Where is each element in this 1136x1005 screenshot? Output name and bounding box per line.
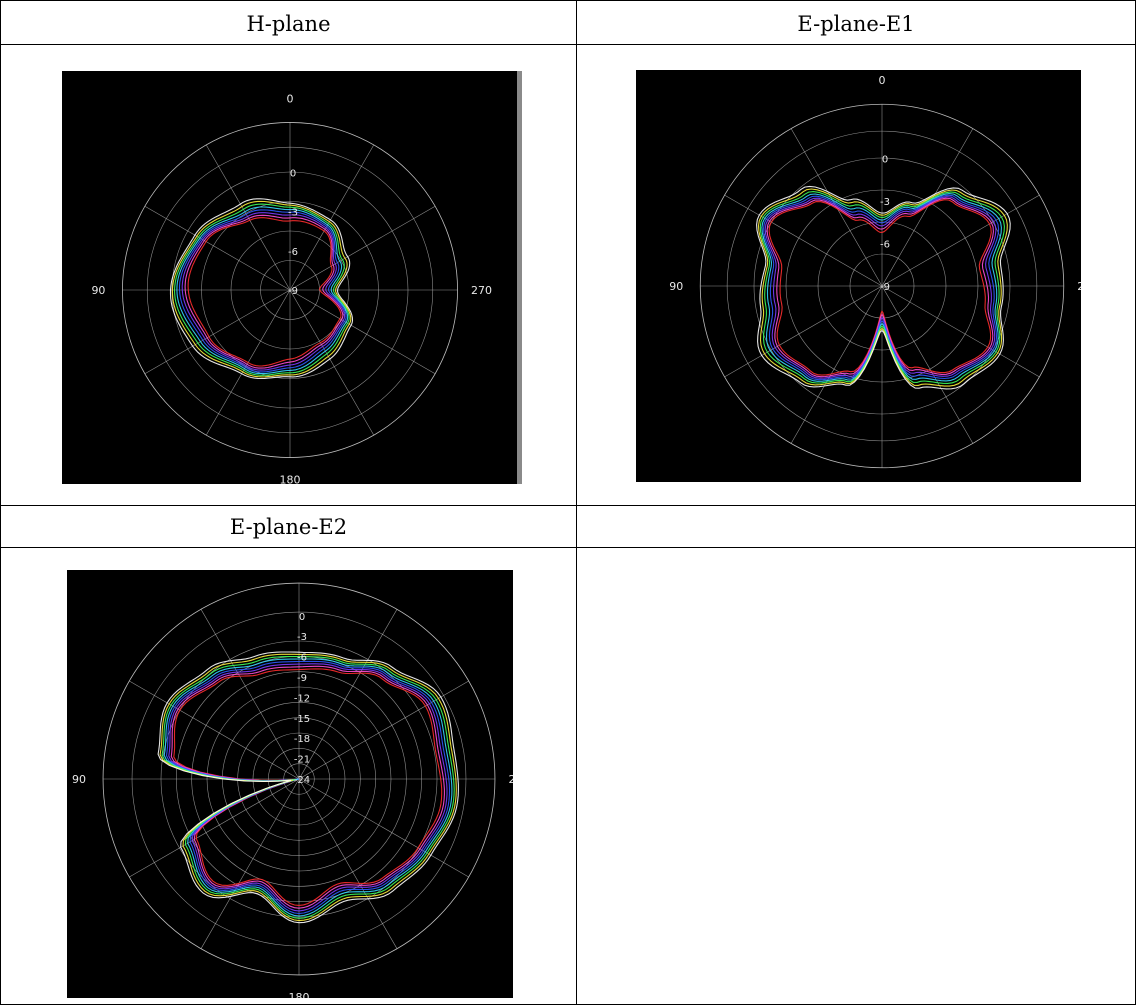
grid-spoke xyxy=(881,285,974,444)
header-e-plane-e2: E-plane-E2 xyxy=(229,514,348,539)
radial-tick-label: -18 xyxy=(294,734,310,745)
radial-tick-label: -6 xyxy=(297,653,307,664)
radial-tick-label: -12 xyxy=(294,693,310,704)
grid-spoke xyxy=(289,289,436,375)
radial-tick-label: 0 xyxy=(882,154,888,165)
series-trace xyxy=(756,185,1011,390)
grid-spoke xyxy=(289,144,375,291)
series-trace xyxy=(159,653,457,922)
series-trace xyxy=(173,668,443,906)
radial-labels: 0 -3 -6 -9 -12 -15 -18 -21 -24 xyxy=(294,612,310,786)
grid-spoke xyxy=(200,778,300,949)
grid-spoke xyxy=(724,194,883,287)
angle-tick-label: 270 xyxy=(508,773,513,786)
radial-tick-label: -21 xyxy=(294,755,310,766)
radial-tick-label: -3 xyxy=(288,208,298,219)
grid-spoke xyxy=(129,680,300,780)
radial-tick-label: 0 xyxy=(299,612,305,623)
grid-spoke xyxy=(790,285,883,444)
grid-ring-outer xyxy=(102,582,496,976)
h-plane-side-strip xyxy=(517,71,522,484)
grid-spoke xyxy=(298,778,398,949)
grid-spoke xyxy=(724,285,883,378)
series-trace xyxy=(184,214,344,369)
table-border-middle xyxy=(576,0,577,1005)
series-trace xyxy=(768,199,992,376)
series-trace xyxy=(759,191,1005,384)
polar-grid xyxy=(699,103,1065,469)
grid-spoke xyxy=(289,205,436,291)
radial-tick-label: -3 xyxy=(880,197,890,208)
series-trace xyxy=(761,193,1002,382)
radial-tick-label: -9 xyxy=(297,673,307,684)
series-trace xyxy=(766,197,994,378)
angle-tick-label: 90 xyxy=(669,280,683,293)
series-trace xyxy=(187,217,342,367)
radial-tick-label: -24 xyxy=(294,775,310,786)
grid-spoke xyxy=(298,609,398,780)
header-empty xyxy=(577,506,1135,547)
series-trace xyxy=(168,663,448,912)
series-trace xyxy=(764,196,997,379)
grid-spoke xyxy=(881,194,1040,287)
series-trace xyxy=(173,203,350,376)
angle-tick-label: 90 xyxy=(91,284,105,297)
radial-labels: 0 -3 -6 -9 xyxy=(288,168,298,297)
angle-tick-label: 180 xyxy=(280,474,301,484)
grid-spoke xyxy=(289,289,375,436)
series-trace xyxy=(763,194,1000,381)
radial-tick-label: -15 xyxy=(294,714,310,725)
series-trace xyxy=(161,656,455,919)
grid-spoke xyxy=(129,778,300,878)
series-trace xyxy=(178,209,347,373)
series-trace xyxy=(169,198,354,380)
table-row1-divider xyxy=(0,44,1136,45)
angle-tick-label: 270 xyxy=(1077,280,1081,293)
e-plane-e2-polar-svg: 0 -3 -6 -9 -12 -15 -18 -21 -240 90 180 270 xyxy=(72,582,513,998)
angle-labels: 0 90 180 270 xyxy=(91,92,492,484)
table-row3-divider xyxy=(0,547,1136,548)
radial-tick-label: -9 xyxy=(880,282,890,293)
angle-tick-label: 180 xyxy=(289,991,310,998)
angle-tick-label: 90 xyxy=(72,773,86,786)
series-trace xyxy=(170,665,445,909)
series-trace xyxy=(181,212,346,371)
radial-tick-label: -3 xyxy=(297,632,307,643)
radial-tick-label: -6 xyxy=(288,247,298,258)
header-h-plane: H-plane xyxy=(246,11,331,36)
grid-spoke xyxy=(144,289,291,375)
grid-spoke xyxy=(144,205,291,291)
h-plane-polar-svg: 0 -3 -6 -9 0 90 180 270 xyxy=(91,92,492,484)
grid-spoke xyxy=(881,128,974,287)
series-trace xyxy=(163,658,453,917)
series-trace xyxy=(176,206,349,375)
series-trace xyxy=(165,660,451,915)
grid-spoke xyxy=(205,144,291,291)
grid-spoke xyxy=(298,778,469,878)
angle-tick-label: 270 xyxy=(471,284,492,297)
radial-labels: 0 -3 -6 -9 xyxy=(880,154,890,293)
table-border-top xyxy=(0,0,1136,1)
header-e-plane-e1: E-plane-E1 xyxy=(797,11,915,36)
angle-tick-label: 0 xyxy=(879,74,886,87)
radial-tick-label: -9 xyxy=(288,286,298,297)
table-border-left xyxy=(0,0,1,1005)
radial-tick-label: 0 xyxy=(290,168,296,179)
series-trace xyxy=(157,651,459,924)
radial-tick-label: -6 xyxy=(880,239,890,250)
series-trace xyxy=(757,188,1008,387)
series-trace xyxy=(171,200,352,378)
e-plane-e2-polar-plot: 0 -3 -6 -9 -12 -15 -18 -21 -240 90 180 270 xyxy=(67,570,513,998)
grid-spoke xyxy=(200,609,300,780)
angle-tick-label: 0 xyxy=(287,92,294,105)
table-row2-divider xyxy=(0,505,1136,506)
grid-spoke xyxy=(881,285,1040,378)
h-plane-polar-plot: 0 -3 -6 -9 0 90 180 270 xyxy=(62,71,517,484)
